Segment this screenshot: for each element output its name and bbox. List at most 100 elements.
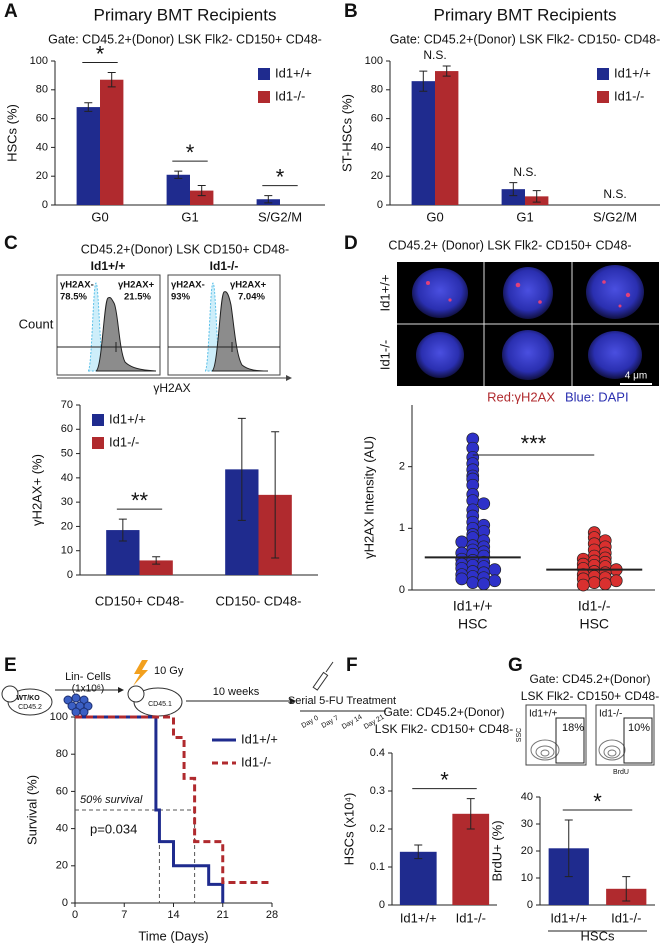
y-tick-label: 20 — [521, 845, 533, 857]
gate-value: 78.5% — [60, 292, 87, 303]
bar — [411, 81, 435, 205]
x-tick-label: Id1-/- — [611, 910, 641, 925]
flow-value: 18% — [562, 722, 584, 734]
error-bar — [118, 518, 127, 542]
chart-subtitle: LSK Flk2- CD150+ CD48- — [521, 689, 659, 703]
y-tick-label: 20 — [371, 170, 383, 182]
flow-label: Id1-/- — [210, 259, 239, 273]
nucleus — [588, 331, 642, 379]
annotation: * — [186, 140, 195, 165]
x-tick-label: 14 — [167, 909, 179, 921]
survival-line — [75, 715, 272, 885]
y-tick-label: 0 — [42, 199, 48, 211]
y-tick-label: 0 — [399, 584, 405, 596]
day-label: Day 7 — [320, 715, 339, 730]
legend-swatch — [258, 91, 270, 103]
panel-label: B — [344, 1, 358, 22]
dot — [488, 574, 502, 588]
nucleus — [586, 265, 644, 319]
x-tick-label: Id1-/- — [456, 910, 486, 925]
gate — [555, 717, 585, 764]
arrow-head — [290, 698, 296, 704]
error-bar — [419, 70, 428, 92]
dot — [587, 576, 601, 589]
legend-swatch — [92, 437, 104, 449]
x-tick-label: 0 — [72, 909, 78, 921]
bar — [435, 71, 459, 205]
x-axis-label: Time (Days) — [138, 928, 208, 943]
y-axis-label: γH2AX Intensity (AU) — [361, 436, 376, 559]
flow-panel: CD45.2+(Donor) LSK CD150+ CD48- Id1+/+ I… — [19, 242, 292, 395]
marker-label: CD45.2 — [18, 704, 42, 711]
mouse-head — [1, 685, 19, 703]
annotation: *** — [521, 431, 547, 456]
bar — [501, 189, 525, 205]
x-tick-label: CD150+ CD48- — [95, 593, 184, 608]
channel-label: Blue: DAPI — [565, 389, 629, 404]
y-tick-label: 50 — [61, 447, 73, 459]
mouse-head — [127, 685, 145, 703]
y-tick-label: 10 — [521, 872, 533, 884]
gate-value: 7.04% — [238, 292, 265, 303]
channel-label: Red:γH2AX — [487, 389, 555, 404]
x-tick-label: Id1+/+ — [453, 598, 493, 614]
dose-label: (1x10⁶) — [72, 684, 104, 695]
flow-label: Id1+/+ — [91, 259, 126, 273]
flow-xlabel: γH2AX — [153, 381, 190, 395]
bar — [139, 560, 173, 575]
chart-title: Gate: CD45.2+(Donor) — [529, 672, 650, 686]
gate-label: γH2AX- — [60, 280, 94, 291]
contours — [530, 739, 626, 761]
legend-label: Id1-/- — [241, 754, 271, 769]
flow-value: 10% — [628, 722, 650, 734]
error-bar — [509, 182, 518, 197]
legend-swatch — [92, 414, 104, 426]
arrow-head — [118, 687, 124, 693]
error-bar — [532, 190, 541, 203]
nucleus — [416, 332, 464, 378]
panel-label: D — [344, 233, 358, 254]
histogram — [211, 291, 269, 372]
flow-label: Id1+/+ — [529, 709, 558, 720]
x-tick-label: G1 — [516, 209, 533, 224]
annotation: * — [593, 789, 602, 814]
legend-label: Id1-/- — [109, 434, 139, 449]
marker-label: CD45.1 — [148, 701, 172, 708]
bar — [399, 851, 437, 905]
chart-subtitle: Gate: CD45.2+(Donor) LSK Flk2- CD150- CD… — [390, 32, 661, 46]
annotation: 50% survival — [80, 794, 143, 806]
legend-swatch — [597, 91, 609, 103]
legend-label: Id1+/+ — [275, 65, 312, 80]
gate-label: γH2AX+ — [230, 280, 267, 291]
chart-title: Primary BMT Recipients — [434, 5, 617, 24]
y-tick-label: 20 — [36, 170, 48, 182]
x-tick-label: G1 — [181, 209, 198, 224]
cells-label: Lin- Cells — [65, 671, 111, 683]
y-tick-label: 0 — [527, 899, 533, 911]
y-axis-label: Survival (%) — [24, 775, 39, 845]
x-tick-label: 21 — [217, 909, 229, 921]
axis-arrow — [286, 375, 292, 381]
y-axis-label: BrdU+ (%) — [489, 820, 504, 881]
error-bar — [107, 72, 116, 88]
y-tick-label: 60 — [61, 423, 73, 435]
annotation: N.S. — [603, 187, 626, 201]
y-tick-label: 0.1 — [370, 861, 385, 873]
flow-title: CD45.2+(Donor) LSK CD150+ CD48- — [81, 242, 289, 256]
chart-title: Primary BMT Recipients — [94, 5, 277, 24]
error-bar — [264, 195, 273, 204]
y-tick-label: 0.4 — [370, 747, 385, 759]
nucleus — [412, 268, 468, 318]
gate-label: γH2AX- — [171, 280, 205, 291]
dose-label: 10 Gy — [154, 665, 184, 677]
error-bar — [466, 798, 475, 830]
y-tick-label: 80 — [56, 748, 68, 760]
dot — [477, 497, 491, 511]
chart-title: Gate: CD45.2+(Donor) — [383, 705, 504, 719]
gate — [623, 717, 653, 764]
nucleus — [502, 330, 554, 380]
error-bar — [197, 185, 206, 197]
y-tick-label: 80 — [371, 84, 383, 96]
irradiation-icon — [133, 660, 148, 686]
